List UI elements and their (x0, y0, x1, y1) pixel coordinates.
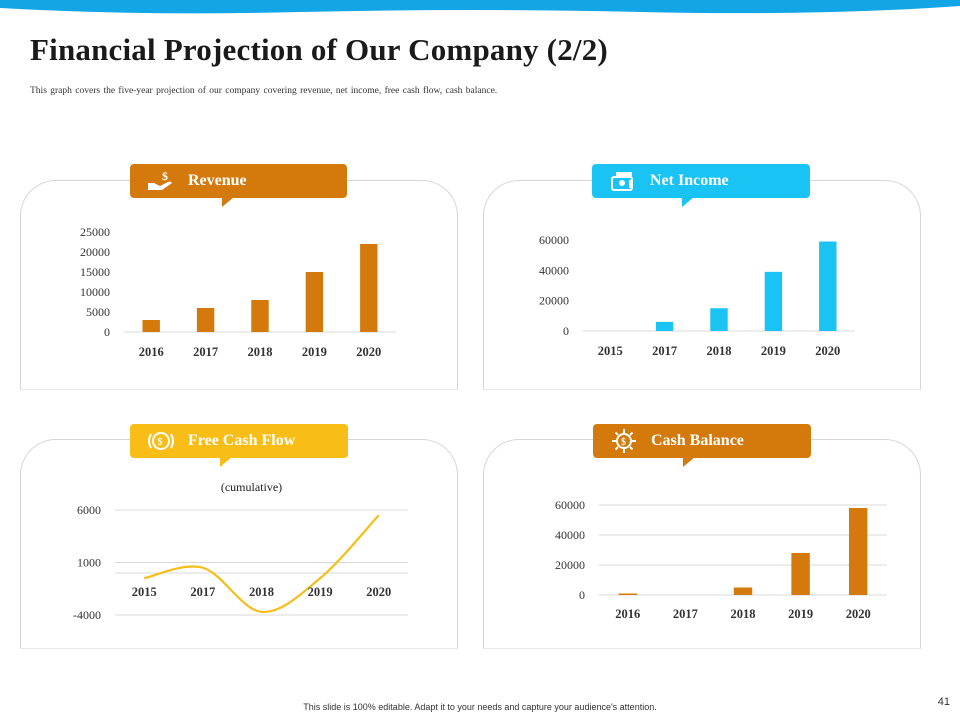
y-tick-label: 40000 (555, 528, 585, 542)
bar-2019 (305, 272, 324, 332)
cash-balance-chart: 0 20000 40000 60000 2016 2017 2018 2019 2020 (555, 498, 887, 621)
cash-balance-label: Cash Balance (651, 432, 744, 449)
dollar-gear-icon: $ (609, 428, 639, 454)
x-tick-label: 2016 (615, 607, 640, 621)
x-tick-label: 2015 (598, 344, 623, 358)
y-tick-label: 5000 (86, 305, 110, 319)
bar-2018 (251, 300, 269, 332)
y-tick-label: 1000 (77, 556, 101, 570)
revenue-label-tag: $ Revenue (130, 164, 347, 207)
tag-pointer (683, 457, 695, 467)
y-tick-label: 0 (579, 588, 585, 602)
footer-note: This slide is 100% editable. Adapt it to… (303, 702, 657, 712)
x-tick-label: 2017 (193, 345, 218, 359)
page-title: Financial Projection of Our Company (2/2… (30, 32, 608, 67)
x-tick-label: 2018 (707, 344, 732, 358)
bar-2019 (764, 271, 783, 331)
x-tick-label: 2016 (139, 345, 164, 359)
x-tick-label: 2018 (248, 345, 273, 359)
y-tick-label: 60000 (555, 498, 585, 512)
y-tick-label: 15000 (80, 265, 110, 279)
x-tick-label: 2019 (788, 607, 813, 621)
y-tick-label: 25000 (80, 225, 110, 239)
tag-pointer (222, 197, 234, 207)
page-number: 41 (937, 696, 950, 708)
x-tick-label: 2020 (846, 607, 871, 621)
x-tick-label: 2017 (673, 607, 698, 621)
page-subtitle: This graph covers the five-year projecti… (30, 86, 498, 96)
bar-2020 (848, 508, 868, 595)
net-income-label-tag: Net Income (592, 164, 810, 207)
bar-2016 (618, 593, 638, 595)
series-line (144, 514, 380, 613)
cash-balance-label-tag: $ Cash Balance (593, 424, 811, 467)
y-tick-label: 40000 (539, 263, 569, 277)
bar-2017 (196, 308, 215, 332)
y-tick-label: 0 (563, 324, 569, 338)
y-tick-label: 20000 (80, 245, 110, 259)
net-income-label: Net Income (650, 172, 729, 189)
bar-2019 (791, 553, 810, 595)
x-tick-label: 2019 (308, 585, 333, 599)
x-tick-label: 2020 (356, 345, 381, 359)
chart-annotation: (cumulative) (221, 480, 282, 494)
x-tick-label: 2017 (190, 585, 215, 599)
tag-pointer (220, 457, 232, 467)
svg-text:$: $ (621, 437, 626, 448)
bar-2017 (655, 321, 674, 331)
revenue-label: Revenue (188, 172, 247, 189)
y-tick-label: 20000 (555, 558, 585, 572)
y-tick-label: 20000 (539, 294, 569, 308)
bar-2020 (819, 241, 837, 331)
x-tick-label: 2018 (249, 585, 274, 599)
net-income-chart: 0 20000 40000 60000 2015 2017 2018 2019 2020 (539, 233, 855, 358)
x-tick-label: 2020 (366, 585, 391, 599)
x-tick-label: 2018 (731, 607, 756, 621)
free-cash-flow-label-tag: $ Free Cash Flow (130, 424, 348, 467)
x-tick-label: 2015 (132, 585, 157, 599)
y-tick-label: 60000 (539, 233, 569, 247)
y-tick-label: -4000 (73, 608, 101, 622)
revenue-chart: 0 5000 10000 15000 20000 25000 2016 2017 2018 201… (80, 225, 396, 359)
coin-icon: $ (146, 428, 176, 454)
free-cash-flow-label: Free Cash Flow (188, 432, 296, 449)
svg-text:$: $ (162, 169, 168, 183)
bar-2018 (733, 587, 753, 595)
hand-money-icon: $ (146, 168, 176, 194)
x-tick-label: 2019 (761, 344, 786, 358)
x-tick-label: 2017 (652, 344, 677, 358)
svg-text:$: $ (158, 437, 163, 448)
y-tick-label: 10000 (80, 285, 110, 299)
bar-2016 (142, 320, 160, 332)
y-tick-label: 6000 (77, 503, 101, 517)
x-tick-label: 2019 (302, 345, 327, 359)
y-tick-label: 0 (104, 325, 110, 339)
bar-2018 (710, 308, 728, 331)
cash-stack-icon (608, 168, 638, 194)
top-wave-decoration (0, 0, 960, 14)
x-tick-label: 2020 (815, 344, 840, 358)
tag-pointer (682, 197, 694, 207)
bar-2020 (360, 244, 378, 332)
free-cash-flow-chart: -4000 1000 6000 (cumulative) 2015 2017 2018 201… (73, 480, 408, 622)
